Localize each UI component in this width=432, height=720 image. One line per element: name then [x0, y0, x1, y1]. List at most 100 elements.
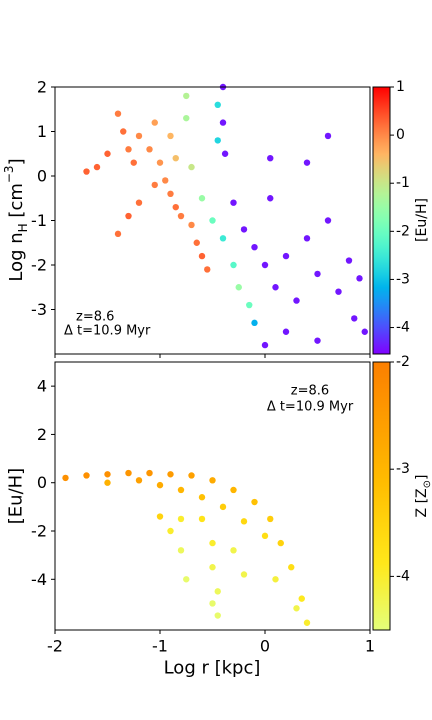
- colorbar-tick-label: -2: [396, 354, 410, 370]
- point: [235, 284, 242, 291]
- colorbar-label: [Eu/H]: [414, 198, 430, 242]
- y-tick-label: -1: [31, 211, 47, 230]
- point: [151, 119, 158, 126]
- point: [167, 471, 174, 478]
- point: [214, 588, 221, 595]
- point: [104, 471, 111, 478]
- point: [314, 337, 321, 344]
- point: [156, 481, 164, 489]
- point: [219, 119, 227, 126]
- point: [251, 319, 258, 327]
- point: [282, 252, 290, 260]
- colorbar-tick-label: -3: [396, 461, 410, 477]
- point: [156, 513, 164, 520]
- point: [230, 486, 237, 494]
- point: [221, 150, 229, 157]
- point: [356, 275, 363, 282]
- colorbar-tick-label: -1: [396, 175, 410, 191]
- point: [209, 477, 216, 484]
- point: [172, 155, 179, 162]
- x-tick-label: -2: [47, 637, 63, 656]
- point: [303, 619, 311, 626]
- point: [172, 203, 179, 211]
- point: [162, 177, 169, 184]
- point: [277, 539, 284, 547]
- point: [261, 532, 269, 540]
- point: [240, 571, 248, 578]
- y-tick-label: -2: [31, 522, 47, 541]
- point: [298, 595, 305, 602]
- point: [104, 150, 111, 157]
- point: [240, 226, 248, 233]
- label-part: Z [Z: [414, 488, 430, 517]
- point: [324, 217, 332, 224]
- point: [272, 284, 279, 291]
- point: [146, 469, 153, 477]
- point: [214, 612, 221, 619]
- point: [267, 155, 274, 162]
- point: [146, 146, 153, 153]
- point: [251, 244, 258, 251]
- point: [246, 301, 253, 309]
- annotation: Δ t=10.9 Myr: [64, 324, 151, 339]
- point: [261, 261, 269, 269]
- point: [183, 576, 190, 583]
- point: [230, 547, 237, 554]
- annotation: z=8.6: [291, 384, 329, 399]
- point: [183, 92, 190, 100]
- annotation: z=8.6: [76, 310, 114, 325]
- label-part: ⊙: [422, 480, 432, 488]
- point: [177, 515, 185, 523]
- point: [130, 159, 137, 166]
- y-axis-label: Log nH [cm−3]: [2, 158, 30, 281]
- point: [156, 159, 164, 166]
- point: [293, 605, 300, 612]
- point: [267, 195, 274, 202]
- point: [177, 547, 185, 554]
- point: [177, 486, 185, 494]
- point: [135, 477, 143, 484]
- point: [167, 190, 174, 197]
- y-tick-label: 2: [37, 78, 47, 97]
- point: [151, 181, 158, 189]
- point: [167, 527, 174, 535]
- point: [125, 469, 132, 477]
- point: [83, 472, 90, 479]
- point: [188, 163, 195, 171]
- point: [272, 576, 279, 583]
- point: [183, 114, 190, 122]
- point: [135, 132, 143, 140]
- colorbar-tick-label: -4: [396, 568, 410, 584]
- colorbar-tick-label: -2: [396, 223, 410, 239]
- point: [230, 199, 237, 206]
- point: [120, 128, 127, 135]
- y-tick-label: -2: [31, 256, 47, 275]
- point: [93, 163, 101, 171]
- point: [303, 159, 311, 166]
- point: [324, 132, 332, 140]
- y-tick-label: 0: [37, 167, 47, 186]
- x-axis-label: Log r [kpc]: [164, 658, 261, 679]
- point: [230, 261, 237, 269]
- colorbar-label: Z [Z⊙]: [414, 475, 432, 518]
- x-tick-label: -1: [152, 637, 168, 656]
- colorbar-tick-label: 0: [396, 127, 405, 143]
- point: [351, 315, 358, 322]
- point: [167, 132, 174, 140]
- point: [114, 230, 122, 238]
- point: [267, 515, 274, 523]
- point: [314, 270, 321, 278]
- y-tick-label: 4: [37, 377, 47, 396]
- point: [219, 503, 227, 511]
- point: [204, 266, 211, 273]
- label-part: −3: [2, 165, 16, 183]
- point: [214, 137, 221, 144]
- y-tick-label: 0: [37, 473, 47, 492]
- point: [303, 235, 311, 242]
- label-part: H: [16, 223, 30, 232]
- colorbar-tick-label: 1: [396, 79, 405, 95]
- point: [219, 235, 227, 242]
- point: [209, 600, 216, 607]
- y-tick-label: 1: [37, 122, 47, 141]
- point: [177, 212, 185, 220]
